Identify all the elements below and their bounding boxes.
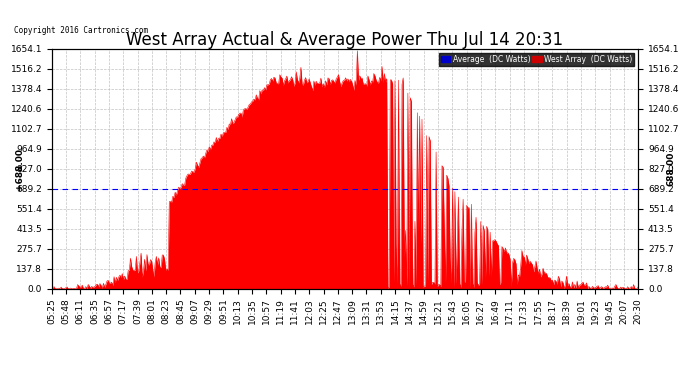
Text: +688.00: +688.00 (15, 148, 24, 190)
Legend: Average  (DC Watts), West Array  (DC Watts): Average (DC Watts), West Array (DC Watts… (439, 53, 634, 66)
Text: 688.00: 688.00 (666, 152, 675, 186)
Title: West Array Actual & Average Power Thu Jul 14 20:31: West Array Actual & Average Power Thu Ju… (126, 31, 564, 49)
Text: Copyright 2016 Cartronics.com: Copyright 2016 Cartronics.com (14, 26, 148, 35)
